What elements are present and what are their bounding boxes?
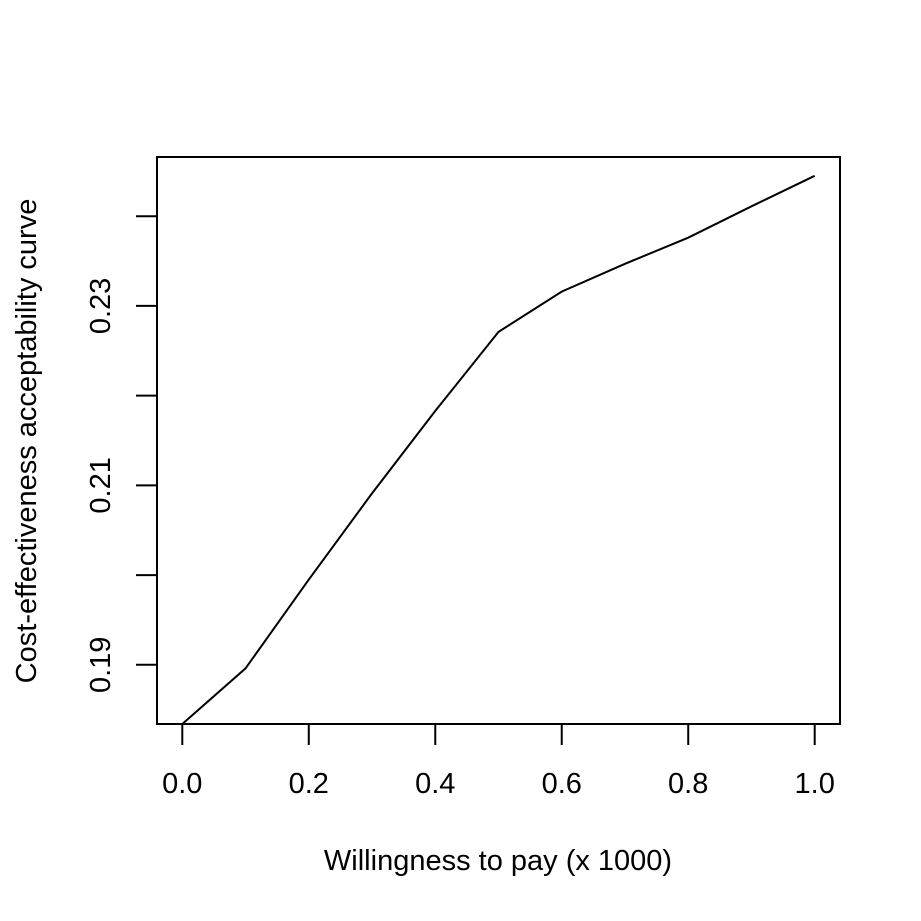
- y-tick-label: 0.23: [85, 278, 117, 334]
- x-tick-label: 0.0: [162, 768, 202, 800]
- x-tick-label: 0.8: [668, 768, 708, 800]
- plot-frame: [156, 156, 841, 725]
- y-tick-label: 0.19: [85, 637, 117, 693]
- x-tick-label: 1.0: [795, 768, 835, 800]
- y-axis-label: Cost-effectiveness acceptability curve: [11, 199, 43, 684]
- x-tick-label: 0.2: [289, 768, 329, 800]
- series-line: [181, 174, 816, 725]
- y-tick-label: 0.21: [85, 457, 117, 513]
- x-tick-label: 0.6: [542, 768, 582, 800]
- x-axis-label: Willingness to pay (x 1000): [324, 845, 672, 877]
- y-axis: 0.19 0.21 0.23: [85, 215, 158, 693]
- x-tick-label: 0.4: [415, 768, 455, 800]
- x-axis: 0.0 0.2 0.4 0.6 0.8 1.0: [162, 723, 835, 800]
